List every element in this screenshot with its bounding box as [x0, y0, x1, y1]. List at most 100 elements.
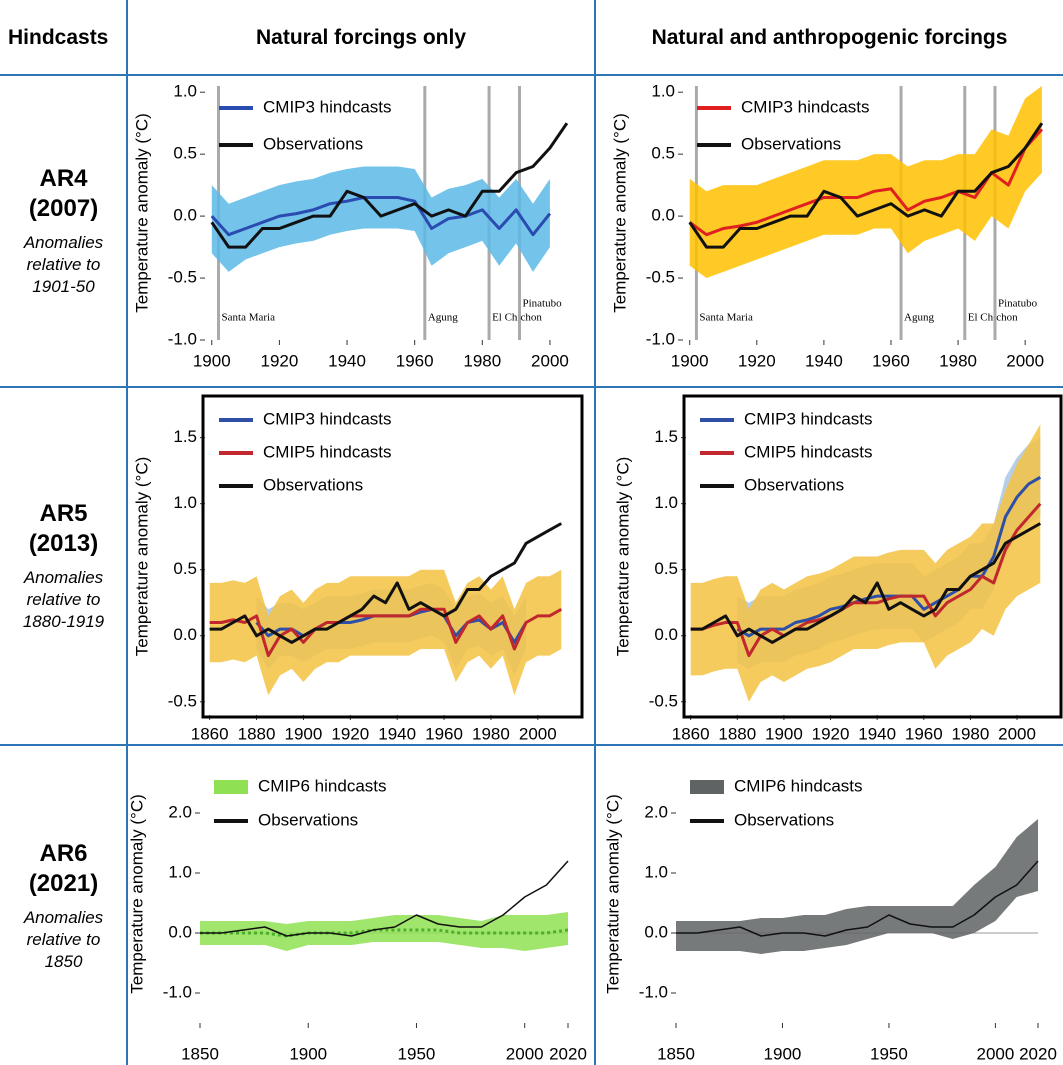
ensemble-band — [200, 912, 568, 951]
report: AR4 — [39, 165, 88, 192]
legend-swatch — [690, 780, 724, 794]
y-tick-label: 0.0 — [173, 625, 197, 644]
chart: -1.0 0.0 1.0 2.0 1850 1900 1950 2000 2020 Tempera… — [128, 776, 587, 1063]
y-tick-label: -0.5 — [168, 268, 197, 287]
y-tick-label: 1.0 — [651, 82, 675, 101]
x-tick-label: 1920 — [812, 724, 850, 743]
header: Natural and anthropogenic forcings — [651, 25, 1008, 49]
x-tick-label: 1860 — [672, 724, 710, 743]
x-tick-label: 1880 — [238, 724, 276, 743]
mean-line — [210, 196, 552, 237]
legend-label: CMIP6 hindcasts — [734, 776, 863, 795]
y-tick-label: 1.0 — [644, 862, 668, 881]
x-tick-label: 1980 — [463, 351, 501, 370]
mean-line — [688, 128, 1044, 237]
observations-line — [210, 122, 569, 249]
row-divider — [0, 744, 1063, 746]
y-tick-label: -1.0 — [639, 982, 668, 1001]
y-axis-label: Temperature anomaly (°C) — [132, 113, 151, 313]
volcano-label: Pinatubo — [998, 298, 1038, 310]
x-tick-label: 1900 — [671, 351, 709, 370]
y-tick-label: -0.5 — [649, 691, 678, 710]
report-year: (2021) — [28, 869, 99, 897]
y-tick-label: 0.0 — [654, 625, 678, 644]
legend-label: CMIP5 hindcasts — [744, 442, 873, 461]
report-year: (2007) — [28, 195, 99, 222]
x-tick-label: 1850 — [181, 1044, 219, 1063]
ensemble-band — [211, 166, 550, 272]
y-tick-label: 0.5 — [173, 559, 197, 578]
column-divider — [594, 0, 596, 1065]
row-divider — [0, 386, 1063, 388]
x-tick-label: 1980 — [951, 724, 989, 743]
legend-label: CMIP6 hindcasts — [258, 776, 387, 795]
x-tick-label: 1880 — [718, 724, 756, 743]
x-tick-label: 2020 — [1019, 1044, 1057, 1063]
legend-label: CMIP3 hindcasts — [263, 409, 392, 428]
legend-label: CMIP3 hindcasts — [263, 97, 392, 116]
legend-label: CMIP3 hindcasts — [744, 409, 873, 428]
ensemble-band — [676, 819, 1038, 954]
chart: -1.0 -0.5 0.0 0.5 1.0 1900 1920 1940 1960 1980 200… — [610, 82, 1044, 371]
y-tick-label: 2.0 — [168, 802, 192, 821]
y-tick-label: 1.0 — [173, 493, 197, 512]
y-tick-label: -0.5 — [168, 691, 197, 710]
x-tick-label: 2000 — [519, 724, 557, 743]
volcano-label: Santa Maria — [222, 312, 276, 324]
y-tick-label: 1.0 — [168, 862, 192, 881]
x-tick-label: 1850 — [657, 1044, 695, 1063]
header: Natural forcings only — [255, 25, 467, 49]
report-year: (2013) — [28, 530, 99, 557]
legend-swatch — [214, 780, 248, 794]
x-tick-label: 1860 — [191, 724, 229, 743]
y-tick-label: 0.0 — [651, 206, 675, 225]
x-tick-label: 1960 — [872, 351, 910, 370]
y-tick-label: 2.0 — [644, 802, 668, 821]
volcano-label: El Chichon — [968, 312, 1018, 324]
y-tick-label: 0.0 — [644, 922, 668, 941]
y-axis-label: Temperature anomaly (°C) — [603, 794, 622, 994]
observations-line — [200, 860, 569, 937]
x-tick-label: 1920 — [738, 351, 776, 370]
x-tick-label: 1900 — [765, 724, 803, 743]
x-tick-label: 1940 — [858, 724, 896, 743]
mean-line — [200, 928, 569, 938]
mean-line — [736, 475, 1042, 638]
row-label: AR4 (2007) Anomalies relative to 1901-50 — [0, 76, 127, 386]
x-tick-label: 1900 — [285, 724, 323, 743]
x-tick-label: 1940 — [328, 351, 366, 370]
y-tick-label: 1.0 — [654, 493, 678, 512]
y-tick-label: 1.0 — [173, 82, 197, 101]
x-tick-label: 1950 — [870, 1044, 908, 1063]
x-tick-label: 2020 — [549, 1044, 587, 1063]
x-tick-label: 2000 — [998, 724, 1036, 743]
y-axis-label: Temperature anomaly (°C) — [132, 457, 151, 657]
legend-label: Observations — [263, 134, 363, 153]
y-axis-label: Temperature anomaly (°C) — [128, 794, 146, 994]
x-tick-label: 2000 — [506, 1044, 544, 1063]
x-tick-label: 2000 — [976, 1044, 1014, 1063]
y-tick-label: -1.0 — [168, 329, 197, 348]
x-tick-label: 1920 — [331, 724, 369, 743]
baseline-note: Anomalies relative to 1901-50 — [23, 233, 104, 296]
x-tick-label: 1980 — [472, 724, 510, 743]
legend-label: Observations — [744, 475, 844, 494]
ensemble-band — [209, 569, 562, 696]
volcano-label: El Chichon — [492, 312, 542, 324]
legend-label: CMIP3 hindcasts — [741, 97, 870, 116]
y-tick-label: -0.5 — [646, 268, 675, 287]
volcano-label: Agung — [428, 312, 458, 324]
report: AR5 — [39, 500, 88, 527]
legend-label: Observations — [734, 810, 834, 829]
volcano-label: Agung — [904, 312, 934, 324]
y-tick-label: 1.5 — [654, 427, 678, 446]
y-axis-label: Temperature anomaly (°C) — [613, 457, 632, 657]
legend-label: CMIP5 hindcasts — [263, 442, 392, 461]
observations-line — [690, 522, 1042, 644]
report: AR6 — [39, 839, 88, 867]
chart: -1.0 -0.5 0.0 0.5 1.0 1900 1920 1940 1960 1980 200… — [132, 82, 569, 371]
x-tick-label: 2000 — [1006, 351, 1044, 370]
legend-label: Observations — [258, 810, 358, 829]
y-tick-label: 0.5 — [173, 144, 197, 163]
x-tick-label: 1960 — [425, 724, 463, 743]
